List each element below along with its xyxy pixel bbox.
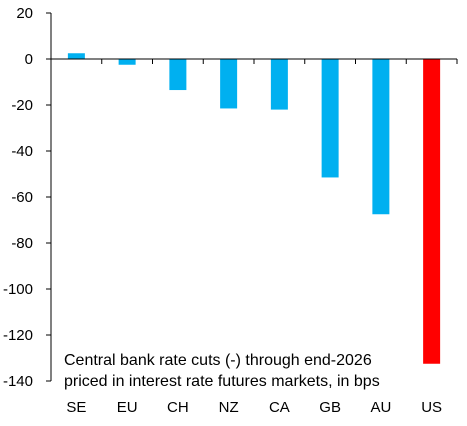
x-tick-label: SE xyxy=(66,399,86,416)
x-tick-label: GB xyxy=(319,399,341,416)
y-axis: 20 0 -20 -40 -60 -80 -100 -120 -140 xyxy=(3,5,52,390)
y-tick-label: -60 xyxy=(11,189,33,206)
x-tick-label: AU xyxy=(370,399,391,416)
y-tick-label: -120 xyxy=(3,327,33,344)
bar-ca xyxy=(270,59,288,110)
y-tick-label: -40 xyxy=(11,143,33,160)
x-tick-label: CA xyxy=(269,399,290,416)
y-tick-label: 0 xyxy=(25,51,33,68)
bar-us xyxy=(423,59,441,364)
annotation-line-2: priced in interest rate futures markets,… xyxy=(64,373,380,390)
bar-au xyxy=(372,59,390,215)
y-tick-label: -140 xyxy=(3,373,33,390)
x-tick-label: CH xyxy=(167,399,189,416)
chart-annotation: Central bank rate cuts (-) through end-2… xyxy=(64,350,424,392)
x-axis-labels: SE EU CH NZ CA GB AU US xyxy=(66,399,442,416)
y-tick-label: -100 xyxy=(3,281,33,298)
bar-se xyxy=(67,53,85,59)
y-tick-label: -20 xyxy=(11,97,33,114)
bar-ch xyxy=(169,59,187,91)
zero-baseline xyxy=(50,58,458,64)
x-tick-label: NZ xyxy=(219,399,239,416)
annotation-line-1: Central bank rate cuts (-) through end-2… xyxy=(64,352,372,369)
bar-gb xyxy=(321,59,339,178)
bars xyxy=(67,53,441,364)
bar-eu xyxy=(118,59,136,65)
y-tick-label: 20 xyxy=(16,5,33,22)
bar-nz xyxy=(220,59,238,109)
x-tick-label: US xyxy=(421,399,442,416)
x-tick-label: EU xyxy=(117,399,138,416)
y-tick-label: -80 xyxy=(11,235,33,252)
